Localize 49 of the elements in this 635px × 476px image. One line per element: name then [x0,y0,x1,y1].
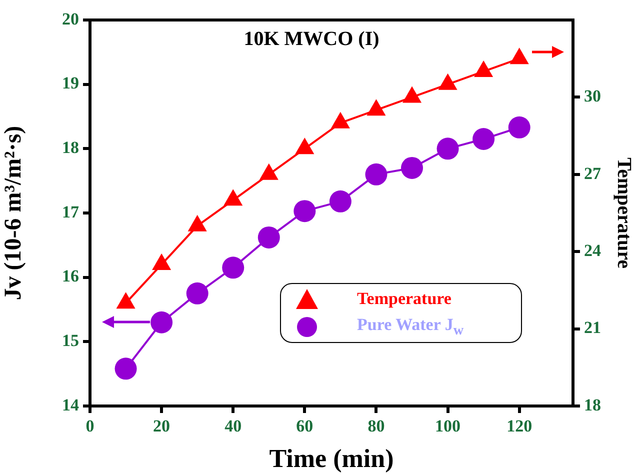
y-axis-title: Jv (10-6 m³/m²·s) [0,126,27,300]
point [116,292,136,309]
chart-title: 10K MWCO (I) [244,28,380,50]
point [402,86,422,103]
y2-tick-label: 21 [584,318,601,338]
point [259,163,278,180]
point [438,73,458,90]
y-tick-label: 16 [62,266,79,286]
point [224,189,243,206]
y-tick-label: 14 [62,395,80,414]
point [330,112,350,128]
point [366,99,386,116]
point [329,190,352,212]
x-tick-label: 40 [224,416,242,436]
x-tick-label: 80 [368,416,385,436]
point [508,116,530,138]
y-tick-label: 19 [62,74,79,93]
y2-axis-title: Temperature [612,157,635,269]
point [401,156,423,179]
point [474,60,494,77]
point [258,226,280,248]
y2-tick-label: 30 [584,86,601,106]
x-tick-label: 100 [435,416,461,436]
x-tick-label: 20 [153,416,170,436]
point [510,48,529,64]
point [365,163,388,186]
point [295,138,314,154]
y-tick-label: 18 [62,138,79,158]
y2-tick-label: 18 [584,395,601,414]
x-axis-title: Time (min) [269,444,394,474]
x-tick-label: 120 [506,416,532,436]
point [152,253,172,270]
legend-label: Temperature [357,289,452,309]
point [114,358,137,380]
point [186,282,208,304]
legend-label: Pure Water J$_{w}$ [357,315,464,340]
y2-tick-label: 27 [584,164,602,183]
y-tick-label: 20 [62,9,79,28]
y2-tick-label: 24 [584,240,602,260]
x-tick-label: 60 [296,416,314,436]
point [222,256,244,279]
x-tick-label: 0 [86,416,94,436]
point [188,214,207,232]
point [294,200,316,222]
point [472,128,495,150]
y-tick-label: 15 [62,331,79,350]
point [150,311,173,334]
y-tick-label: 17 [62,202,80,222]
point [436,138,459,160]
